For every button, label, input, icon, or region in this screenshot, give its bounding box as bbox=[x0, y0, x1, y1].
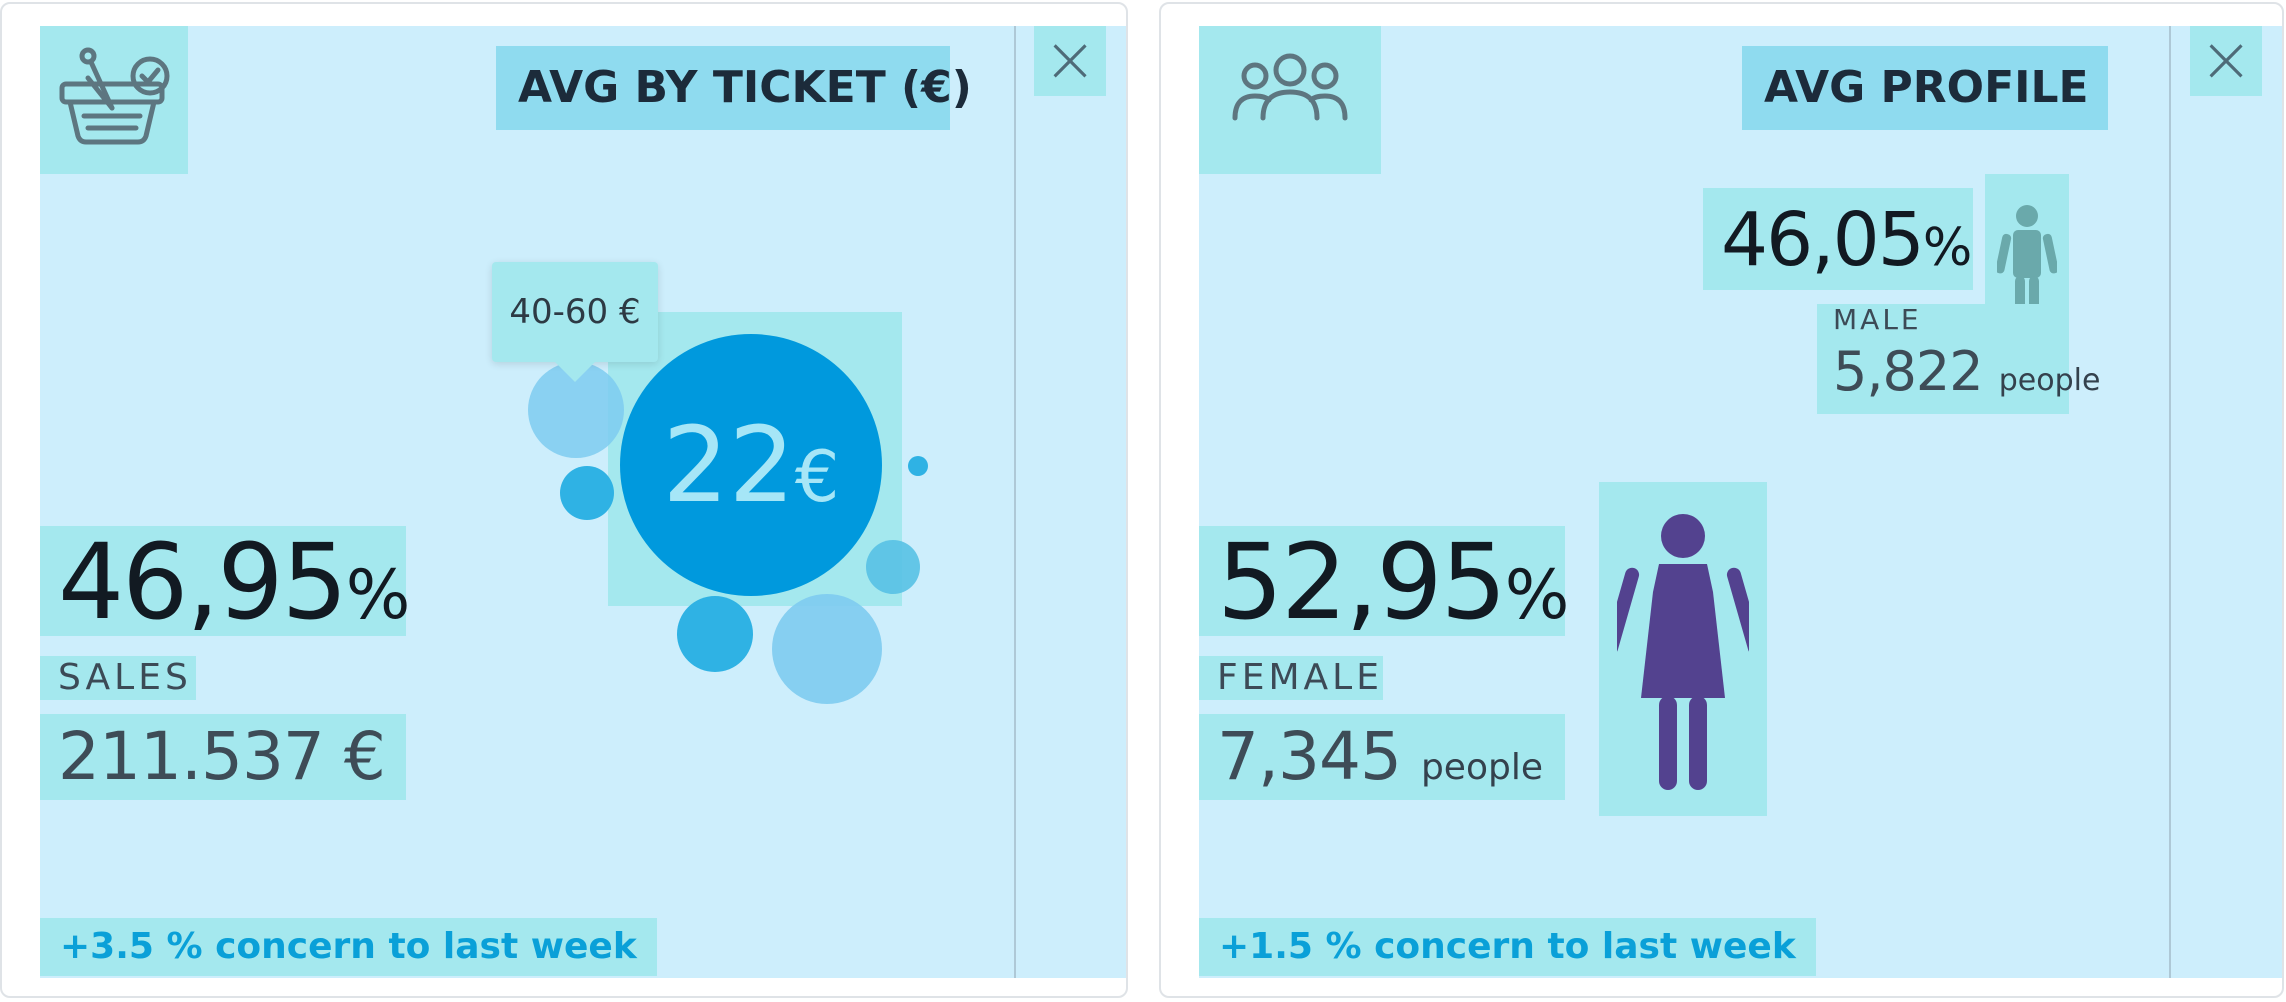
ticket-title: AVG BY TICKET (€) bbox=[496, 46, 972, 130]
bubble[interactable] bbox=[560, 466, 614, 520]
female-percent-tile bbox=[1199, 526, 1565, 636]
main-bubble-unit: € bbox=[794, 436, 840, 518]
female-percent-value: 52,95 bbox=[1217, 521, 1507, 643]
shopping-basket-check-icon bbox=[59, 47, 170, 145]
female-count: 7,345 people bbox=[1217, 714, 1543, 811]
profile-side-strip bbox=[2169, 26, 2282, 978]
female-count-unit: people bbox=[1420, 747, 1543, 788]
female-count-tile bbox=[1199, 714, 1565, 800]
ticket-close-button[interactable]: × bbox=[1034, 26, 1106, 96]
group-people-icon bbox=[1232, 53, 1348, 121]
bubble[interactable] bbox=[772, 594, 882, 704]
female-figure-icon bbox=[1617, 514, 1749, 790]
male-count-unit: people bbox=[1998, 363, 2101, 398]
sales-value-tile bbox=[40, 714, 406, 800]
sales-label: SALES bbox=[58, 657, 192, 698]
main-bubble-value: 22 bbox=[662, 404, 795, 526]
male-label: MALE bbox=[1833, 303, 1922, 336]
sales-percent-unit: % bbox=[345, 556, 411, 635]
bubble[interactable] bbox=[866, 540, 920, 594]
close-icon[interactable]: × bbox=[2199, 23, 2253, 97]
female-percent: 52,95% bbox=[1217, 530, 1569, 648]
sales-value: 211.537 € bbox=[58, 718, 386, 795]
male-count-value: 5,822 bbox=[1833, 340, 1984, 403]
male-count: 5,822 people bbox=[1833, 340, 2100, 413]
group-icon-tile bbox=[1199, 26, 1381, 174]
avg-profile-card: AVG PROFILE × 46,05% MALE 5,822 people 5… bbox=[1159, 2, 2284, 998]
female-label-tile bbox=[1199, 656, 1383, 700]
sales-percent: 46,95% bbox=[58, 530, 410, 648]
male-percent-tile bbox=[1703, 188, 1973, 290]
ticket-side-strip bbox=[1014, 26, 1126, 978]
sales-label-tile bbox=[40, 656, 196, 700]
close-icon[interactable]: × bbox=[1043, 23, 1097, 97]
bubble[interactable] bbox=[677, 596, 753, 672]
avg-ticket-card: AVG BY TICKET (€) × 22€ 40-60 € 46,95% S… bbox=[0, 2, 1128, 998]
bubble[interactable] bbox=[908, 456, 928, 476]
female-percent-unit: % bbox=[1504, 556, 1570, 635]
male-figure-icon bbox=[1997, 205, 2057, 328]
basket-icon-tile bbox=[40, 26, 188, 174]
female-count-value: 7,345 bbox=[1217, 718, 1402, 795]
bubble-tooltip: 40-60 € bbox=[492, 262, 658, 382]
male-percent-value: 46,05 bbox=[1721, 197, 1925, 283]
ticket-trend-footer: +3.5 % concern to last week bbox=[40, 918, 657, 976]
male-percent-unit: % bbox=[1922, 218, 1973, 278]
percent-tile bbox=[40, 526, 406, 636]
female-label: FEMALE bbox=[1217, 657, 1383, 698]
sales-percent-value: 46,95 bbox=[58, 521, 348, 643]
main-bubble[interactable]: 22€ bbox=[620, 334, 882, 596]
profile-close-button[interactable]: × bbox=[2190, 26, 2262, 96]
male-percent: 46,05% bbox=[1721, 200, 1972, 288]
profile-title: AVG PROFILE bbox=[1742, 46, 2108, 130]
profile-trend-footer: +1.5 % concern to last week bbox=[1199, 918, 1816, 976]
male-info-tile bbox=[1817, 304, 2069, 414]
